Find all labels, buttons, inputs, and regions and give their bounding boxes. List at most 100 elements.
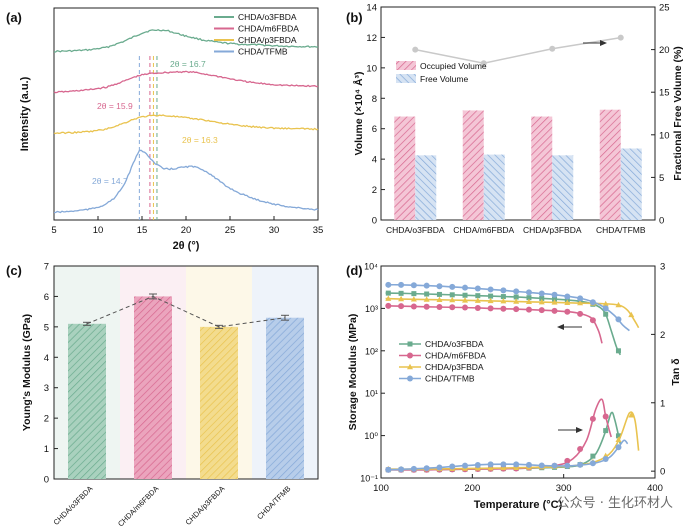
data-marker (488, 293, 494, 299)
xrd-curve (53, 70, 319, 94)
x-tick-label: CHDA/p3FBDA (523, 225, 582, 235)
y2-tick-label: 10 (659, 130, 670, 141)
data-marker (474, 297, 481, 303)
tan-delta-curve (385, 398, 612, 471)
y-tick-label: 4 (44, 353, 49, 364)
x-tick-label: 5 (51, 225, 56, 236)
data-marker (551, 307, 558, 314)
y-axis-label: Intensity (a.u.) (19, 76, 31, 151)
data-marker (589, 299, 596, 306)
panel-c-youngs-modulus: (c) 0 1 2 3 4 5 6 7 Young's Modulus (GPa) CHDA/o3F… (6, 262, 319, 527)
panel-label: (a) (6, 10, 22, 25)
data-marker (449, 304, 456, 311)
y2-tick-label: 2 (660, 330, 665, 341)
data-marker (513, 298, 520, 304)
data-marker (398, 295, 405, 302)
bar-free (620, 148, 642, 220)
y2-tick-label: 25 (659, 3, 670, 14)
data-marker (525, 289, 532, 296)
data-marker (526, 295, 532, 301)
y2-axis-label: Tan δ (670, 358, 682, 385)
bar-occupied (599, 109, 621, 220)
plot-frame (380, 265, 656, 479)
y-tick-label: 2 (44, 414, 49, 425)
y-tick-label: 2 (372, 185, 377, 196)
y-axis-label: Volume (×10⁴ Å³) (352, 71, 365, 155)
data-marker (385, 295, 392, 301)
data-marker (551, 291, 558, 298)
data-marker (615, 301, 622, 308)
x-tick-label: CHDA/p3FBDA (184, 484, 227, 527)
data-marker (602, 455, 609, 462)
y-tick-label: 10 (366, 63, 377, 74)
data-marker (410, 282, 417, 289)
data-marker (385, 466, 392, 473)
tan-delta-curve (385, 411, 622, 471)
y2-tick-label: 15 (659, 88, 670, 99)
legend-swatch (396, 74, 416, 83)
data-marker (423, 282, 430, 289)
data-marker (385, 302, 392, 309)
legend-label: CHDA/o3FBDA (238, 12, 297, 22)
panel-a-xrd: (a) 5 10 15 20 25 30 35 2θ (°) Intensity (a.u.) 2θ… (6, 7, 323, 252)
legend-label: Free Volume (420, 74, 468, 84)
x-tick-label: 15 (137, 225, 148, 236)
data-marker (525, 461, 532, 468)
peak-annotation: 2θ = 15.9 (97, 101, 133, 111)
peak-annotation: 2θ = 16.3 (182, 135, 218, 145)
data-marker (449, 292, 455, 298)
y-tick-label: 6 (44, 292, 49, 303)
y-tick-label: 10¹ (365, 389, 378, 399)
legend-label: CHDA/p3FBDA (425, 362, 484, 372)
data-marker (411, 291, 417, 297)
x-tick-label: 30 (269, 225, 280, 236)
data-marker (564, 457, 571, 464)
x-tick-label: 25 (225, 225, 236, 236)
data-marker (552, 296, 558, 302)
plot-frame (380, 6, 656, 221)
data-marker (525, 298, 532, 305)
data-marker (615, 433, 621, 439)
data-marker (462, 304, 469, 311)
y-tick-label: 10⁴ (364, 262, 378, 272)
panel-label: (b) (346, 10, 363, 25)
y2-tick-label: 3 (660, 262, 665, 273)
data-marker (539, 295, 545, 301)
data-marker (500, 287, 507, 294)
x-tick-label: 400 (647, 483, 663, 494)
data-marker (513, 461, 520, 468)
plot-frame (53, 265, 319, 480)
bar-occupied (531, 116, 553, 220)
legend-label: Occupied Volume (420, 61, 487, 71)
data-marker (500, 298, 507, 304)
bar (134, 296, 172, 479)
x-tick-label: CHDA/TFMB (596, 225, 646, 235)
data-marker (410, 303, 417, 310)
data-marker (474, 304, 481, 311)
data-marker (385, 290, 391, 296)
data-marker (551, 462, 558, 469)
data-marker (424, 291, 430, 297)
data-marker (564, 462, 571, 469)
y-tick-label: 10⁰ (364, 431, 378, 441)
data-marker (615, 316, 622, 323)
data-marker (538, 298, 545, 305)
xrd-curve (53, 114, 319, 135)
data-marker (615, 444, 622, 451)
data-marker (449, 283, 456, 290)
data-marker (603, 311, 609, 317)
data-marker (602, 300, 609, 307)
data-marker (577, 299, 584, 306)
data-marker (462, 292, 468, 298)
data-marker (628, 311, 635, 318)
y2-tick-label: 5 (659, 173, 664, 184)
trend-line (86, 295, 286, 328)
legend-label: CHDA/TFMB (238, 47, 288, 57)
data-marker (407, 352, 413, 359)
peak-annotation: 2θ = 16.7 (170, 59, 206, 69)
y-tick-label: 0 (372, 216, 377, 227)
bar-free (552, 155, 574, 220)
y-tick-label: 7 (44, 262, 49, 273)
data-marker (410, 465, 417, 472)
